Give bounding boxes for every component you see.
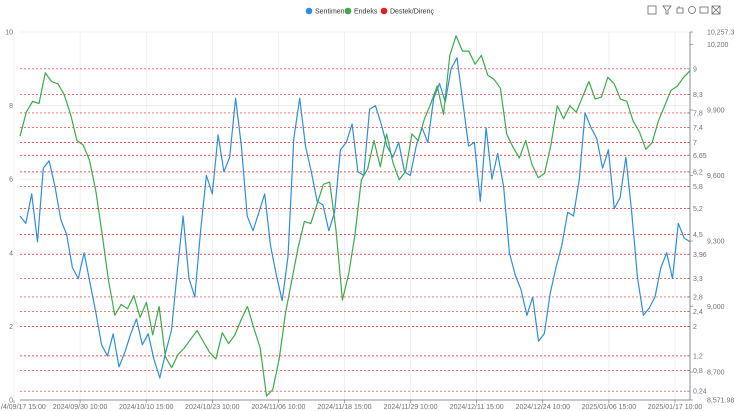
x-tick-label: 2024/11/06 10:00 xyxy=(251,404,305,411)
y-right-tick-label: 9,900 xyxy=(707,108,725,115)
level-label: 2,4 xyxy=(693,309,703,316)
chart-legend[interactable]: Sentiment Endeks Destek/Direnç xyxy=(305,7,435,16)
x-tick-label: 2024/12/24 10:00 xyxy=(516,404,571,411)
series-line-0 xyxy=(19,57,691,379)
save-image-icon[interactable] xyxy=(699,6,709,14)
y-left-tick-label: 4 xyxy=(9,250,13,257)
legend-label: Endeks xyxy=(354,9,378,16)
x-tick-label: 2024/11/29 10:00 xyxy=(384,404,438,411)
y-left-tick-label: 0 xyxy=(9,398,13,405)
x-tick-label: 2025/01/06 15:00 xyxy=(582,404,637,411)
legend-dot xyxy=(380,7,388,15)
x-tick-label: 2025/01/17 10:00 xyxy=(648,404,703,411)
chart-toolbox[interactable] xyxy=(647,5,721,15)
y-right-tick-label: 10,200 xyxy=(707,42,729,49)
level-label: 7,4 xyxy=(693,125,703,132)
level-label: 1,2 xyxy=(693,353,703,360)
legend-dot xyxy=(344,7,352,15)
level-label: 3,3 xyxy=(693,276,703,283)
y-left-tick-label: 10 xyxy=(5,30,13,37)
fullscreen-icon[interactable] xyxy=(711,5,721,15)
y-right-tick-label: 8,700 xyxy=(707,370,725,377)
series-line-1 xyxy=(19,35,691,397)
axes: 0 2 4 6 8 10 10,257.3 10,200 9,900 9,600 9,300 9,00… xyxy=(1,30,734,411)
zoom-reset-icon[interactable] xyxy=(662,5,672,15)
y-right-tick-label: 9,000 xyxy=(707,304,725,311)
y-left-tick-label: 2 xyxy=(9,324,13,331)
y-right-tick-label: 9,300 xyxy=(707,239,725,246)
x-tick-label: 2024/12/11 15:00 xyxy=(450,404,504,411)
support-resistance-lines: 0,24 0,8 1,2 2 2,4 2,8 3,3 3,96 4,5 5,2 5,8 6,2 6,65… xyxy=(20,66,707,396)
zoom-reset-shape xyxy=(662,5,672,15)
level-label: 7 xyxy=(693,140,697,147)
level-label: 8,3 xyxy=(693,92,703,99)
legend-dot xyxy=(305,7,313,15)
x-tick-label: 2024/11/18 15:00 xyxy=(318,404,372,411)
level-label: 2,8 xyxy=(693,294,703,301)
level-label: 7,8 xyxy=(693,110,703,117)
x-tick-label: 2024/10/10 15:00 xyxy=(119,404,174,411)
series-lines xyxy=(19,35,691,397)
y-right-tick-label: 8,571.98 xyxy=(707,398,734,405)
data-view-icon[interactable] xyxy=(688,6,696,14)
x-tick-label: 2024/09/30 10:00 xyxy=(53,404,108,411)
y-right-tick-label: 10,257.3 xyxy=(707,30,734,37)
level-label: 5,2 xyxy=(693,206,703,213)
level-label: 3,96 xyxy=(693,252,707,259)
legend-label: Destek/Direnç xyxy=(390,9,434,16)
level-label: 0,24 xyxy=(693,389,707,396)
y-right-tick-label: 9,600 xyxy=(707,173,725,180)
x-tick-label: /4/09/17 15:00 xyxy=(1,404,46,411)
level-label: 6,65 xyxy=(693,153,707,160)
level-label: 6,2 xyxy=(693,169,703,176)
level-label: 5,8 xyxy=(693,184,703,191)
legend-label: Sentiment xyxy=(315,9,347,16)
level-label: 4,5 xyxy=(693,232,703,239)
zoom-icon[interactable] xyxy=(647,5,657,15)
fullscreen-shape xyxy=(711,5,721,15)
zoom-box-shape xyxy=(647,5,657,15)
level-label: 2 xyxy=(693,324,697,331)
level-label: 0,8 xyxy=(693,368,703,375)
save-image-shape xyxy=(699,6,709,14)
level-label: 9 xyxy=(693,66,697,73)
y-left-tick-label: 8 xyxy=(9,103,13,110)
y-left-tick-label: 6 xyxy=(9,177,13,184)
data-view-shape xyxy=(688,6,696,14)
restore-shape xyxy=(676,6,684,14)
x-tick-label: 2024/10/23 10:00 xyxy=(185,404,240,411)
restore-icon[interactable] xyxy=(676,6,684,14)
